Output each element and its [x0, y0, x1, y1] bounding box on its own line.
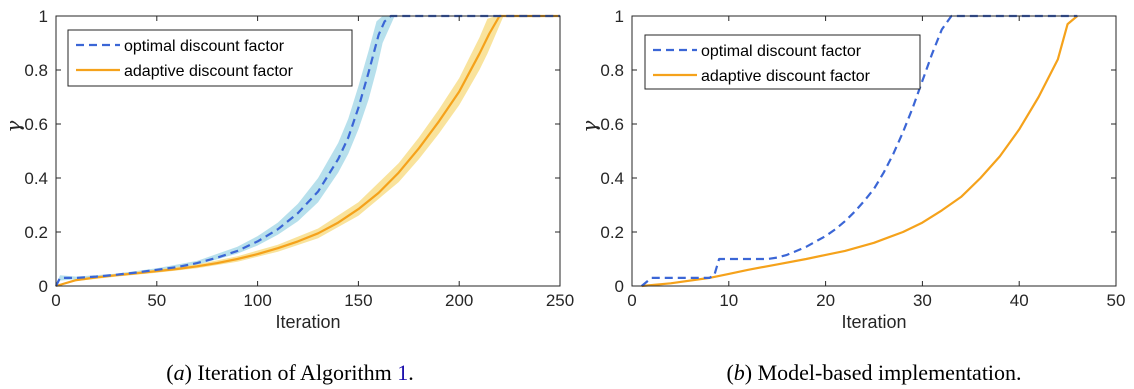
- y-tick-label-a: 0.6: [24, 115, 48, 134]
- y-tick-label-a: 0.8: [24, 61, 48, 80]
- caption-a-end: .: [408, 360, 414, 385]
- caption-b: (b) Model-based implementation.: [726, 360, 1021, 385]
- x-axis-label-a: Iteration: [275, 312, 340, 332]
- y-axis-label-a: γ: [1, 121, 25, 133]
- legend-label-adaptive-a: adaptive discount factor: [124, 63, 294, 80]
- y-axis-label-b: γ: [577, 121, 601, 133]
- caption-a-letter: a: [174, 360, 185, 385]
- y-tick-label-b: 0.4: [600, 169, 624, 188]
- legend-label-adaptive-b: adaptive discount factor: [701, 68, 871, 85]
- caption-a-text: ) Iteration of Algorithm: [185, 360, 398, 385]
- legend-label-optimal-a: optimal discount factor: [124, 38, 285, 55]
- legend-label-optimal-b: optimal discount factor: [701, 43, 862, 60]
- caption-a-reference-link[interactable]: 1: [397, 360, 408, 385]
- x-tick-label-b: 0: [627, 291, 636, 310]
- y-tick-label-b: 0.2: [600, 223, 624, 242]
- y-tick-label-a: 0.4: [24, 169, 48, 188]
- caption-b-prefix: (: [726, 360, 733, 385]
- y-tick-label-b: 0.6: [600, 115, 624, 134]
- chart-panel-a: 0 50 100 150 200 250 0 0.2 0.4 0.6 0.8 1 Iteration γ o…: [1, 7, 574, 332]
- y-tick-label-b: 0: [615, 277, 624, 296]
- x-tick-label-a: 150: [344, 291, 372, 310]
- x-tick-label-a: 100: [243, 291, 271, 310]
- caption-a-prefix: (: [166, 360, 173, 385]
- x-tick-label-a: 250: [546, 291, 574, 310]
- chart-panel-b: 0 10 20 30 40 50 0 0.2 0.4 0.6 0.8 1 Iteration γ optim…: [577, 7, 1125, 332]
- x-tick-label-b: 40: [1010, 291, 1029, 310]
- y-tick-label-b: 1: [615, 7, 624, 26]
- x-tick-label-b: 10: [719, 291, 738, 310]
- x-tick-label-b: 20: [816, 291, 835, 310]
- y-tick-label-b: 0.8: [600, 61, 624, 80]
- caption-b-text: ) Model-based implementation.: [745, 360, 1022, 385]
- x-tick-label-a: 0: [51, 291, 60, 310]
- y-tick-label-a: 0: [39, 277, 48, 296]
- y-tick-label-a: 1: [39, 7, 48, 26]
- caption-b-letter: b: [734, 360, 745, 385]
- x-tick-label-a: 200: [445, 291, 473, 310]
- y-tick-label-a: 0.2: [24, 223, 48, 242]
- x-axis-label-b: Iteration: [841, 312, 906, 332]
- caption-a: (a) Iteration of Algorithm 1.: [166, 360, 413, 385]
- x-tick-label-b: 50: [1107, 291, 1126, 310]
- x-tick-label-b: 30: [913, 291, 932, 310]
- x-tick-label-a: 50: [147, 291, 166, 310]
